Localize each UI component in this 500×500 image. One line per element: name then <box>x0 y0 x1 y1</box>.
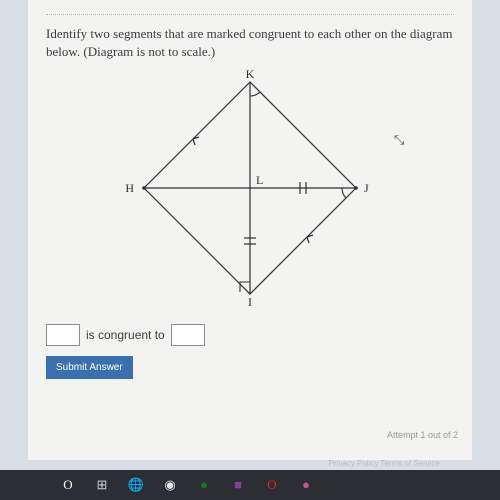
segment-input-2[interactable] <box>171 324 205 346</box>
chrome-icon[interactable]: ◉ <box>162 477 178 493</box>
task-view-icon[interactable]: ⊞ <box>94 477 110 493</box>
label-K: K <box>246 70 255 81</box>
divider <box>46 14 454 15</box>
search-icon[interactable]: O <box>60 477 76 493</box>
xbox-icon[interactable]: ● <box>196 477 212 493</box>
segment-input-1[interactable] <box>46 324 80 346</box>
angle-arc-K <box>250 92 260 96</box>
point-H <box>142 186 146 190</box>
arrow-mark-HK <box>193 137 199 145</box>
submit-answer-button[interactable]: Submit Answer <box>46 356 133 379</box>
footer-links: Privacy Policy Terms of Service <box>329 459 440 468</box>
answer-row: is congruent to <box>46 324 454 346</box>
opera-icon[interactable]: O <box>264 477 280 493</box>
question-line2: below. (Diagram is not to scale.) <box>46 44 215 59</box>
arrow-mark-IJ <box>307 235 313 243</box>
geometry-diagram: K H L J I <box>120 70 380 310</box>
question-line1: Identify two segments that are marked co… <box>46 26 452 41</box>
question-text: Identify two segments that are marked co… <box>46 25 454 60</box>
point-J <box>354 186 358 190</box>
premiere-icon[interactable]: ■ <box>230 477 246 493</box>
edge-icon[interactable]: 🌐 <box>128 477 144 493</box>
diagram-container: K H L J I <box>46 70 454 310</box>
angle-arc-J <box>342 188 346 198</box>
congruent-label: is congruent to <box>86 328 165 342</box>
label-J: J <box>364 181 369 195</box>
label-H: H <box>125 181 134 195</box>
app-icon[interactable]: ● <box>298 477 314 493</box>
worksheet-page: Identify two segments that are marked co… <box>28 0 472 460</box>
attempts-text: Attempt 1 out of 2 <box>387 430 458 440</box>
label-L: L <box>256 173 263 187</box>
label-I: I <box>248 295 252 309</box>
right-angle-I <box>240 282 250 292</box>
taskbar: O ⊞ 🌐 ◉ ● ■ O ● <box>0 470 500 500</box>
